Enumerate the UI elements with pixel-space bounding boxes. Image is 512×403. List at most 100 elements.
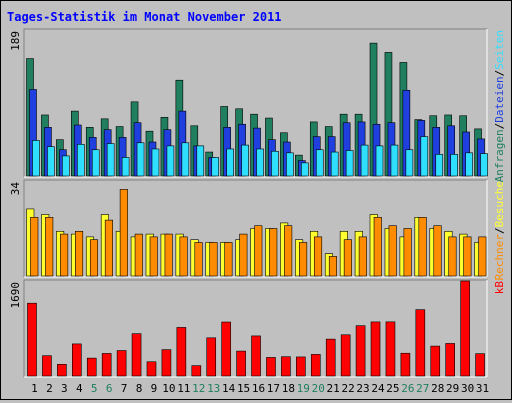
bar-seiten-day-5: [91, 149, 100, 177]
bar-rechner-day-23: [358, 236, 367, 277]
bar-seiten-day-25: [390, 144, 399, 177]
bar-seiten-day-28: [435, 154, 444, 177]
legend-item: Besuche: [493, 181, 506, 227]
bar-seiten-day-17: [271, 150, 279, 177]
bar-kb-day-27: [415, 309, 426, 377]
bar-rechner-day-21: [328, 256, 338, 277]
bar-seiten-day-29: [450, 154, 458, 177]
x-tick-label-day-8: 8: [136, 382, 143, 395]
x-tick-label-day-2: 2: [46, 382, 53, 395]
x-tick-label-day-3: 3: [61, 382, 68, 395]
x-tick-label-day-31: 31: [476, 382, 489, 395]
x-tick-label-day-16: 16: [252, 382, 265, 395]
bar-kb-day-28: [430, 345, 441, 377]
bar-kb-day-6: [101, 353, 112, 377]
bar-seiten-day-8: [136, 142, 145, 177]
bar-rechner-day-11: [179, 236, 188, 277]
x-tick-label-day-9: 9: [151, 382, 158, 395]
bar-rechner-day-15: [239, 233, 248, 277]
legend-item: /: [493, 70, 506, 77]
x-tick-label-day-11: 11: [177, 382, 190, 395]
bar-rechner-day-7: [119, 189, 128, 277]
bar-rechner-day-24: [373, 217, 382, 277]
bar-kb-day-16: [251, 335, 261, 377]
bar-rechner-day-8: [134, 233, 143, 277]
legend-item: /: [493, 227, 506, 234]
bar-kb-day-9: [146, 361, 157, 377]
bar-rechner-day-13: [209, 242, 218, 277]
bar-rechner-day-5: [89, 239, 99, 277]
bar-rechner-day-30: [463, 236, 472, 277]
bar-kb-day-10: [161, 349, 172, 377]
legend-item: /: [493, 123, 506, 130]
bar-kb-day-26: [400, 352, 411, 377]
x-tick-label-day-27: 27: [416, 382, 429, 395]
bar-rechner-day-17: [269, 228, 278, 277]
bar-rechner-day-26: [403, 228, 412, 277]
bar-rechner-day-25: [388, 225, 397, 277]
bar-rechner-day-10: [164, 233, 173, 277]
bar-kb-day-31: [475, 353, 485, 377]
bar-kb-day-24: [370, 321, 381, 377]
bar-kb-day-5: [86, 357, 97, 377]
y-max-label: 1690: [9, 282, 22, 309]
bar-rechner-day-22: [343, 239, 352, 277]
x-axis-labels: 1 2 3 4 5 6 7 8 9 10 11 12 13 14 15 16 17 18 19 20 21 22 23 24 2…: [31, 382, 489, 395]
x-tick-label-day-4: 4: [76, 382, 83, 395]
legend-item: Rechner: [493, 234, 506, 281]
bar-kb-day-19: [296, 356, 306, 377]
bar-rechner-day-16: [254, 225, 263, 277]
bar-kb-day-13: [206, 337, 217, 377]
bar-seiten-day-9: [151, 148, 160, 177]
bar-seiten-day-3: [62, 155, 70, 177]
bar-seiten-day-27: [420, 136, 429, 177]
x-tick-label-day-6: 6: [106, 382, 113, 395]
x-tick-label-day-26: 26: [401, 382, 414, 395]
bar-seiten-day-10: [166, 145, 175, 177]
x-tick-label-day-29: 29: [446, 382, 459, 395]
legend-item: Dateien: [493, 76, 506, 122]
bar-kb-day-2: [42, 355, 52, 377]
bar-kb-day-12: [191, 365, 202, 377]
bar-kb-day-29: [445, 343, 455, 377]
panel-legend: Rechner/Besuche: [493, 181, 506, 280]
x-tick-label-day-13: 13: [207, 382, 220, 395]
bar-kb-day-18: [281, 356, 291, 377]
legend-item: Seiten: [493, 30, 506, 70]
bar-rechner-day-9: [149, 236, 158, 277]
bar-kb-day-4: [72, 343, 82, 377]
x-tick-label-day-28: 28: [431, 382, 444, 395]
bar-seiten-day-15: [241, 144, 249, 177]
bar-kb-day-22: [340, 334, 351, 377]
x-tick-label-day-23: 23: [356, 382, 369, 395]
legend-item: kB: [493, 281, 506, 295]
panel-3: 1690 kB: [9, 279, 506, 378]
x-tick-label-day-22: 22: [341, 382, 354, 395]
bar-rechner-day-19: [299, 242, 308, 277]
bar-seiten-day-31: [480, 153, 488, 177]
bar-rechner-day-3: [60, 233, 69, 277]
bar-seiten-day-1: [32, 140, 40, 177]
bar-seiten-day-18: [286, 152, 294, 177]
y-max-label: 34: [9, 182, 22, 196]
bar-rechner-day-2: [45, 217, 54, 277]
bar-seiten-day-22: [345, 150, 354, 177]
bar-kb-day-3: [57, 364, 67, 377]
bar-rechner-day-6: [104, 219, 113, 277]
bar-seiten-day-7: [121, 157, 130, 177]
bar-kb-day-23: [355, 325, 366, 377]
bar-kb-day-1: [27, 302, 37, 377]
x-tick-label-day-20: 20: [312, 382, 325, 395]
bar-kb-day-21: [325, 338, 336, 377]
bar-kb-day-17: [266, 357, 276, 377]
bar-seiten-day-30: [465, 152, 473, 177]
x-tick-label-day-10: 10: [162, 382, 175, 395]
chart-panels: 189Anfragen/Dateien/Seiten34Rechner/Besu…: [9, 28, 506, 378]
x-tick-label-day-5: 5: [91, 382, 98, 395]
y-max-label: 189: [9, 31, 22, 51]
bar-rechner-day-31: [478, 236, 487, 277]
x-tick-label-day-7: 7: [121, 382, 128, 395]
